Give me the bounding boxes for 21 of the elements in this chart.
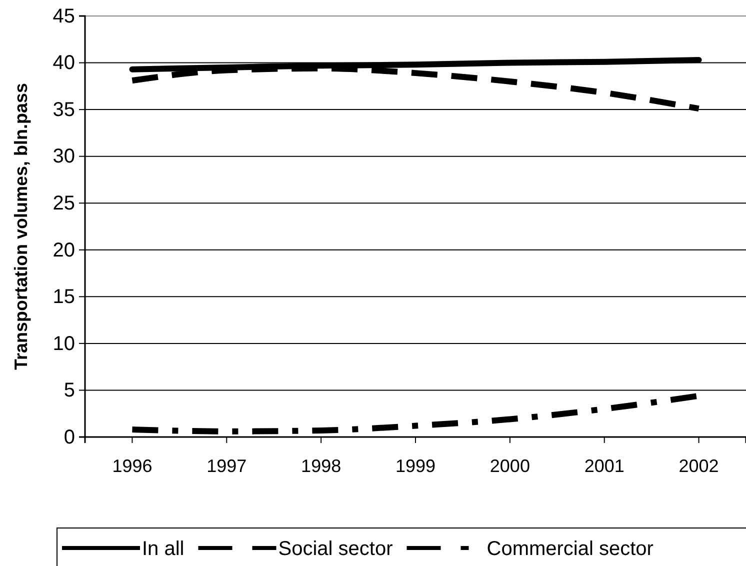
y-tick-label: 10 — [52, 332, 75, 355]
x-tick-label: 2001 — [584, 456, 624, 476]
x-tick-label: 1997 — [206, 456, 247, 476]
y-tick-label: 35 — [52, 98, 75, 121]
legend-label: Commercial sector — [486, 538, 654, 560]
y-tick-label: 15 — [52, 286, 75, 308]
y-tick-label: 45 — [52, 5, 75, 28]
x-tick-label: 1996 — [112, 456, 152, 476]
legend-label: In all — [142, 538, 184, 560]
y-axis-title: Transportation volumes, bln.pass — [11, 82, 31, 370]
x-tick-label: 1999 — [395, 456, 436, 476]
y-tick-label: 25 — [52, 192, 75, 215]
x-tick-label: 1998 — [301, 456, 342, 476]
y-tick-label: 30 — [52, 146, 75, 168]
y-tick-label: 40 — [52, 52, 75, 74]
y-tick-label: 0 — [64, 426, 75, 448]
y-tick-label: 5 — [64, 380, 75, 402]
x-tick-label: 2000 — [490, 456, 530, 476]
x-tick-label: 2002 — [678, 456, 719, 476]
y-tick-label: 20 — [52, 239, 75, 262]
legend-label: Social sector — [278, 538, 394, 560]
